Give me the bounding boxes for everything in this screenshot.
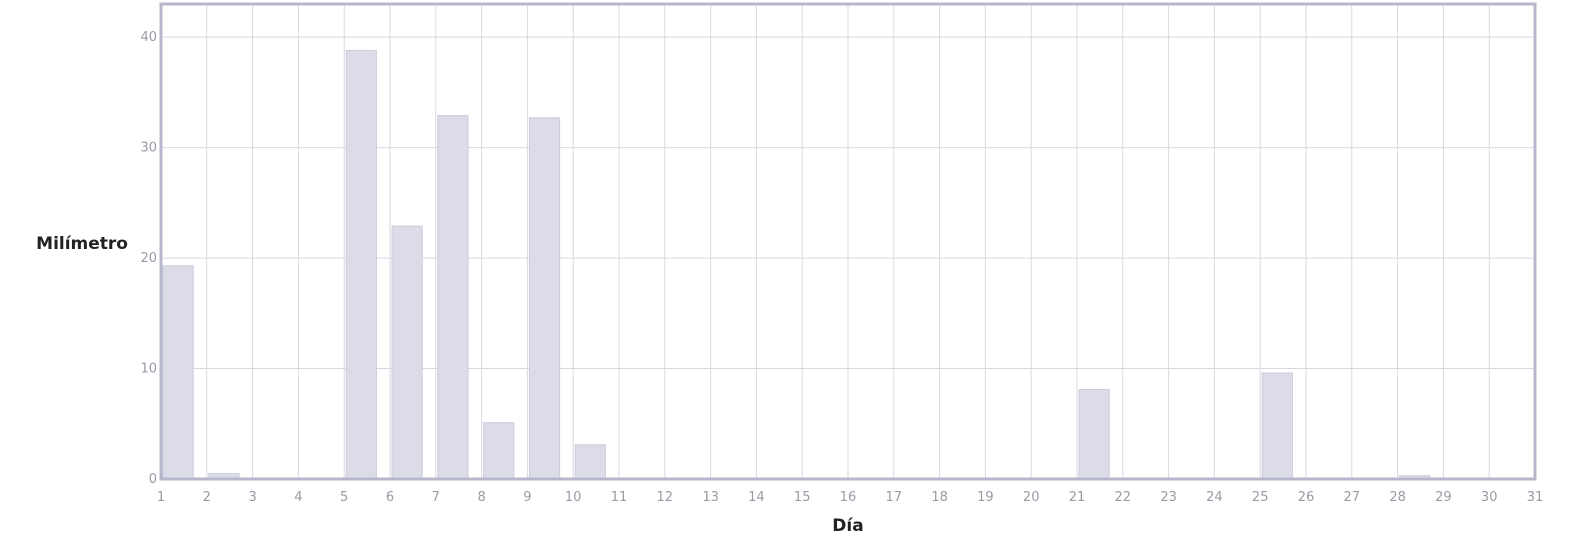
x-axis-label: Día xyxy=(832,516,863,536)
bar-day-6 xyxy=(391,225,423,480)
bar-day-8 xyxy=(483,422,515,480)
x-tick-label: 9 xyxy=(523,490,531,505)
y-tick-label: 0 xyxy=(149,472,157,487)
x-tick-label: 6 xyxy=(386,490,394,505)
x-tick-label: 19 xyxy=(977,490,994,505)
x-tick-label: 8 xyxy=(477,490,485,505)
x-tick-label: 2 xyxy=(203,490,211,505)
x-tick-label: 4 xyxy=(294,490,302,505)
x-tick-label: 28 xyxy=(1389,490,1406,505)
plot-frame xyxy=(159,2,1537,481)
x-tick-label: 23 xyxy=(1160,490,1177,505)
x-tick-label: 26 xyxy=(1298,490,1315,505)
y-axis-label: Milímetro xyxy=(36,234,128,254)
x-tick-label: 25 xyxy=(1252,490,1269,505)
x-tick-label: 7 xyxy=(432,490,440,505)
x-tick-label: 29 xyxy=(1435,490,1452,505)
grid-lines xyxy=(160,4,1536,480)
x-tick-label: 17 xyxy=(886,490,903,505)
y-tick-label: 30 xyxy=(140,141,157,156)
y-tick-label: 10 xyxy=(140,362,157,377)
x-tick-label: 27 xyxy=(1344,490,1361,505)
x-tick-label: 31 xyxy=(1527,490,1544,505)
x-tick-label: 24 xyxy=(1206,490,1223,505)
x-tick-label: 11 xyxy=(611,490,628,505)
x-tick-label: 22 xyxy=(1115,490,1132,505)
x-tick-label: 21 xyxy=(1069,490,1086,505)
x-tick-label: 14 xyxy=(748,490,765,505)
x-tick-label: 12 xyxy=(657,490,674,505)
bar-day-7 xyxy=(437,115,469,480)
x-tick-label: 1 xyxy=(157,490,165,505)
bar-day-1 xyxy=(162,265,194,480)
x-tick-label: 13 xyxy=(702,490,719,505)
x-tick-label: 3 xyxy=(248,490,256,505)
y-axis-ticks: 0 10 20 30 40 xyxy=(140,30,157,487)
x-axis-ticks: 1 2 3 4 5 6 7 8 9 10 11 12 13 14 15 16 17 18 19 20 21 22 23 24 2… xyxy=(157,490,1543,505)
y-tick-label: 20 xyxy=(140,251,157,266)
x-tick-label: 30 xyxy=(1481,490,1498,505)
x-tick-label: 20 xyxy=(1023,490,1040,505)
bar-day-9 xyxy=(528,117,561,480)
y-tick-label: 40 xyxy=(140,30,157,45)
bar-day-5 xyxy=(345,49,377,480)
x-tick-label: 5 xyxy=(340,490,348,505)
bar-day-25 xyxy=(1261,372,1293,480)
x-tick-label: 15 xyxy=(794,490,811,505)
bar-day-21 xyxy=(1078,389,1110,480)
bars xyxy=(162,49,1431,480)
x-tick-label: 16 xyxy=(840,490,857,505)
bar-day-10 xyxy=(574,444,606,480)
x-tick-label: 10 xyxy=(565,490,582,505)
x-tick-label: 18 xyxy=(931,490,948,505)
